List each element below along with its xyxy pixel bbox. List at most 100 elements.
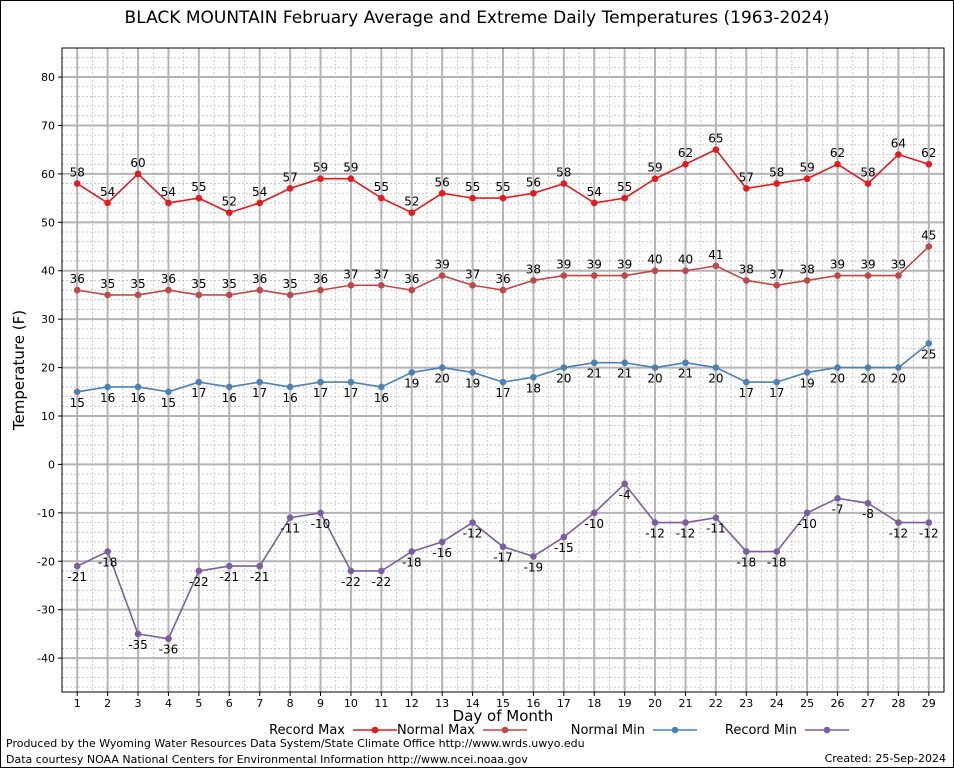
- normal-max-data-label: 37: [374, 267, 389, 281]
- normal-min-data-label: 15: [161, 396, 176, 410]
- normal-max-data-label: 36: [313, 272, 328, 286]
- normal-min-data-label: 20: [860, 372, 875, 386]
- record-min-data-label: -18: [737, 556, 757, 570]
- normal-max-data-label: 39: [556, 258, 571, 272]
- normal-max-data-label: 39: [587, 258, 602, 272]
- record-max-point: [560, 180, 568, 187]
- record-max-point: [743, 185, 750, 192]
- normal-max-data-label: 35: [282, 277, 297, 291]
- x-tick-label: 10: [344, 697, 358, 710]
- normal-min-point: [743, 378, 750, 386]
- y-tick-label: 20: [41, 362, 55, 375]
- normal-min-data-label: 16: [282, 391, 297, 405]
- record-max-point: [651, 175, 659, 183]
- record-min-data-label: -21: [250, 570, 270, 584]
- normal-min-data-label: 16: [222, 391, 237, 405]
- normal-max-data-label: 36: [161, 272, 176, 286]
- x-tick-label: 8: [287, 697, 294, 710]
- normal-max-point: [621, 272, 628, 279]
- record-min-point: [803, 509, 811, 517]
- record-max-data-label: 55: [465, 180, 480, 194]
- x-tick-label: 4: [165, 697, 172, 710]
- normal-min-data-label: 20: [830, 372, 845, 386]
- record-min-point: [134, 630, 142, 638]
- normal-min-point: [590, 359, 598, 367]
- normal-min-data-label: 17: [191, 386, 206, 400]
- record-max-point: [256, 199, 263, 207]
- record-max-data-label: 57: [739, 170, 754, 184]
- record-min-point: [438, 538, 446, 546]
- normal-max-point: [803, 277, 811, 284]
- normal-min-point: [256, 378, 263, 386]
- normal-min-point: [165, 388, 172, 396]
- record-min-point: [104, 548, 111, 555]
- legend-marker-record-max: [371, 726, 379, 734]
- x-tick-label: 11: [374, 697, 388, 710]
- record-min-point: [256, 562, 263, 570]
- x-tick-label: 9: [317, 697, 324, 710]
- record-min-point: [651, 519, 659, 526]
- record-min-data-label: -12: [645, 527, 665, 541]
- created-date: Created: 25-Sep-2024: [824, 752, 946, 765]
- record-max-point: [773, 180, 781, 187]
- record-min-point: [864, 499, 872, 507]
- record-min-data-label: -21: [67, 570, 87, 584]
- normal-min-point: [712, 364, 720, 371]
- normal-min-point: [73, 388, 81, 396]
- record-min-data-label: -22: [372, 575, 392, 589]
- record-max-point: [347, 175, 355, 183]
- record-min-data-label: -11: [706, 522, 726, 536]
- normal-min-data-label: 18: [526, 381, 541, 395]
- x-tick-label: 22: [709, 697, 723, 710]
- normal-min-data-label: 17: [495, 386, 510, 400]
- normal-min-data-label: 15: [70, 396, 85, 410]
- record-max-point: [195, 194, 203, 202]
- normal-max-point: [925, 243, 933, 250]
- record-min-data-label: -36: [159, 643, 179, 657]
- x-tick-label: 18: [587, 697, 601, 710]
- normal-max-data-label: 38: [739, 262, 754, 276]
- record-max-data-label: 59: [313, 161, 328, 175]
- record-max-point: [165, 199, 172, 207]
- normal-max-point: [895, 272, 902, 279]
- record-min-point: [530, 553, 537, 560]
- normal-max-point: [773, 281, 781, 289]
- normal-max-data-label: 35: [191, 277, 206, 291]
- record-min-point: [560, 533, 568, 541]
- record-max-data-label: 62: [830, 146, 845, 160]
- record-max-point: [104, 199, 111, 207]
- credit-line-2: Data courtesy NOAA National Centers for …: [6, 753, 528, 766]
- record-max-data-label: 57: [282, 170, 297, 184]
- record-min-point: [73, 562, 81, 570]
- x-tick-label: 17: [557, 697, 571, 710]
- normal-min-point: [560, 364, 568, 371]
- record-min-point: [408, 548, 416, 555]
- normal-max-data-label: 40: [678, 253, 693, 267]
- record-max-data-label: 58: [769, 166, 784, 180]
- normal-max-data-label: 36: [70, 272, 85, 286]
- x-axis-label: Day of Month: [453, 707, 554, 725]
- record-min-point: [469, 519, 476, 526]
- record-min-data-label: -4: [619, 488, 631, 502]
- y-tick-label: 0: [48, 458, 55, 471]
- normal-max-data-label: 37: [343, 267, 358, 281]
- x-tick-label: 13: [435, 697, 449, 710]
- normal-max-point: [469, 281, 476, 289]
- x-tick-label: 2: [104, 697, 111, 710]
- y-tick-label: -20: [37, 555, 55, 568]
- normal-min-point: [347, 378, 355, 386]
- x-tick-label: 5: [195, 697, 202, 710]
- normal-max-point: [195, 291, 203, 299]
- normal-max-point: [499, 286, 507, 294]
- record-min-data-label: -12: [919, 527, 939, 541]
- x-tick-label: 27: [861, 697, 875, 710]
- normal-max-data-label: 39: [830, 258, 845, 272]
- normal-max-point: [317, 286, 324, 294]
- record-min-data-label: -19: [524, 560, 544, 574]
- normal-max-point: [256, 286, 263, 294]
- record-min-point: [712, 514, 720, 521]
- record-min-point: [317, 509, 324, 517]
- record-max-data-label: 64: [891, 137, 906, 151]
- normal-max-point: [530, 277, 537, 284]
- record-max-data-label: 55: [495, 180, 510, 194]
